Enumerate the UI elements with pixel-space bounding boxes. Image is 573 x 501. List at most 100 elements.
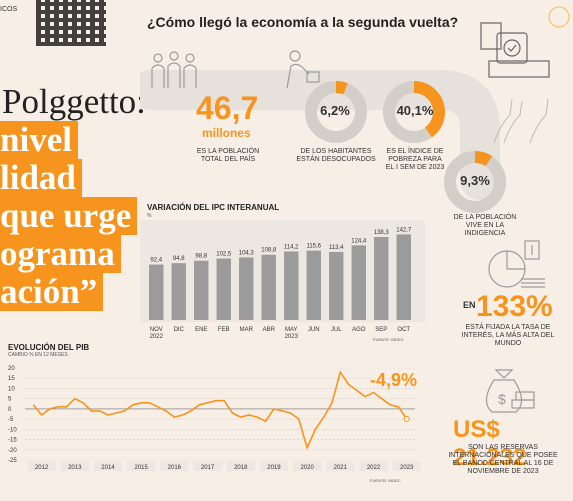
ipc-value-label: 94,8 — [173, 256, 185, 262]
ipc-bar — [329, 251, 344, 320]
headline-line-3: lidad — [0, 159, 82, 197]
pib-x-tick-bg — [60, 462, 89, 471]
pib-chart-title: EVOLUCIÓN DEL PIB — [8, 343, 90, 352]
pib-last-value: -4,9% — [370, 370, 418, 390]
indigence-donut — [444, 151, 506, 213]
population-value: 46,7 — [196, 90, 259, 126]
population-unit: millones — [202, 126, 251, 140]
ipc-bar — [171, 263, 186, 320]
pib-x-tick: 2014 — [101, 465, 115, 471]
pib-x-tick: 2016 — [168, 465, 182, 471]
pib-x-tick: 2018 — [234, 465, 248, 471]
pib-x-tick: 2023 — [400, 465, 414, 471]
qr-code-icon — [36, 0, 106, 46]
ipc-value-label: 92,4 — [150, 258, 162, 264]
ballot-box-icon — [480, 6, 570, 78]
pib-y-tick: -15 — [8, 438, 17, 444]
headline-line-2: nivel — [0, 121, 78, 159]
ipc-year-label: 2022 — [150, 334, 164, 340]
ipc-category-label: JUL — [331, 327, 342, 333]
pib-y-tick: -10 — [8, 427, 17, 433]
ipc-category-label: ENE — [195, 327, 207, 333]
money-pie-icon — [488, 240, 545, 288]
ipc-category-label: DIC — [174, 327, 185, 333]
ipc-bar — [261, 254, 276, 320]
ipc-year-label: 2023 — [285, 334, 299, 340]
interest-prefix: EN — [463, 300, 476, 310]
pib-x-tick-bg — [226, 462, 255, 471]
road-path — [140, 70, 500, 200]
ipc-value-label: 138,3 — [374, 230, 390, 236]
pib-series-line — [32, 370, 408, 451]
unemployment-caption: DE LOS HABITANTES ESTÁN DESOCUPADOS — [296, 148, 376, 163]
ipc-category-label: MAR — [240, 327, 254, 333]
poverty-donut — [383, 81, 445, 143]
population-caption: ES LA POBLACIÓN TOTAL DEL PAÍS — [196, 148, 260, 163]
ipc-value-label: 114,2 — [284, 244, 299, 250]
ipc-category-label: FEB — [218, 327, 230, 333]
pib-x-tick: 2020 — [300, 465, 314, 471]
ipc-value-label: 104,3 — [239, 250, 255, 256]
ipc-bar — [239, 257, 254, 320]
ipc-chart-title: VARIACIÓN DEL IPC INTERANUAL — [147, 203, 280, 212]
ipc-value-label: 115,6 — [306, 244, 321, 250]
pib-x-tick-bg — [193, 462, 222, 471]
pib-x-tick: 2019 — [267, 465, 281, 471]
pib-x-tick-bg — [27, 462, 56, 471]
corner-text: ICOS — [0, 6, 18, 13]
ipc-bar — [396, 234, 411, 320]
pib-x-tick-bg — [160, 462, 189, 471]
ipc-value-label: 102,5 — [216, 252, 232, 258]
pib-last-point — [403, 415, 410, 422]
ipc-value-label: 124,4 — [351, 238, 367, 244]
pib-x-tick: 2017 — [201, 465, 215, 471]
ipc-bar — [216, 258, 231, 320]
worker-icon — [286, 50, 320, 89]
ipc-category-label: AGO — [352, 327, 366, 333]
ipc-category-label: ABR — [263, 327, 276, 333]
pib-x-tick-bg — [293, 462, 322, 471]
pib-x-tick-bg — [326, 462, 355, 471]
headline-line-4: que urge — [0, 197, 138, 235]
ipc-bar — [194, 260, 209, 320]
ipc-value-label: 108,8 — [261, 248, 277, 254]
ipc-category-label: SEP — [375, 327, 387, 333]
pib-source: FUENTE: INDEC — [370, 478, 401, 483]
poverty-value: 40,1% — [396, 103, 434, 118]
ipc-bar — [374, 237, 389, 320]
poverty-caption: ES EL ÍNDICE DE POBREZA PARA EL I SEM DE… — [385, 148, 445, 171]
pib-x-tick: 2013 — [68, 465, 82, 471]
pib-y-tick: 20 — [8, 366, 15, 372]
ipc-source: FUENTE: INDEC — [373, 337, 404, 342]
ipc-category-label: OCT — [397, 327, 410, 333]
ipc-bar — [306, 250, 321, 320]
reserves-value: US$ 21.232 — [453, 416, 527, 471]
headline-line-5: ograma — [0, 235, 121, 273]
pib-x-tick-bg — [392, 462, 421, 471]
interest-caption: ESTÁ FIJADA LA TASA DE INTERÉS, LA MÁS A… — [461, 324, 555, 347]
ipc-value-label: 98,8 — [195, 254, 207, 260]
pib-x-tick: 2012 — [35, 465, 49, 471]
pib-x-tick: 2021 — [334, 465, 348, 471]
pib-x-tick-bg — [359, 462, 388, 471]
pib-x-tick: 2015 — [134, 465, 148, 471]
indigence-caption: DE LA POBLACIÓN VIVE EN LA INDIGENCIA — [453, 214, 517, 237]
pib-chart-subtitle: CAMBIO % EN 12 MESES — [8, 352, 68, 358]
pib-y-tick: 10 — [8, 386, 15, 392]
pib-y-tick: -25 — [8, 458, 17, 464]
indigence-value: 9,3% — [460, 173, 490, 188]
people-icon — [151, 51, 197, 88]
ipc-bar — [149, 264, 164, 320]
pib-x-tick-bg — [93, 462, 122, 471]
ipc-bar — [351, 245, 366, 320]
pib-y-tick: 0 — [8, 407, 12, 413]
hands-icon — [493, 98, 549, 144]
reserves-caption: SON LAS RESERVAS INTERNACIONALES QUE POS… — [448, 444, 558, 475]
money-bag-icon: $ — [485, 369, 535, 413]
ipc-category-label: NOV — [150, 327, 163, 333]
ipc-value-label: 142,7 — [396, 227, 412, 233]
headline-line-1: Polggetto: — [2, 82, 146, 121]
ipc-value-label: 113,4 — [329, 245, 344, 251]
pib-y-tick: 15 — [8, 376, 15, 382]
ipc-bar — [284, 251, 299, 320]
